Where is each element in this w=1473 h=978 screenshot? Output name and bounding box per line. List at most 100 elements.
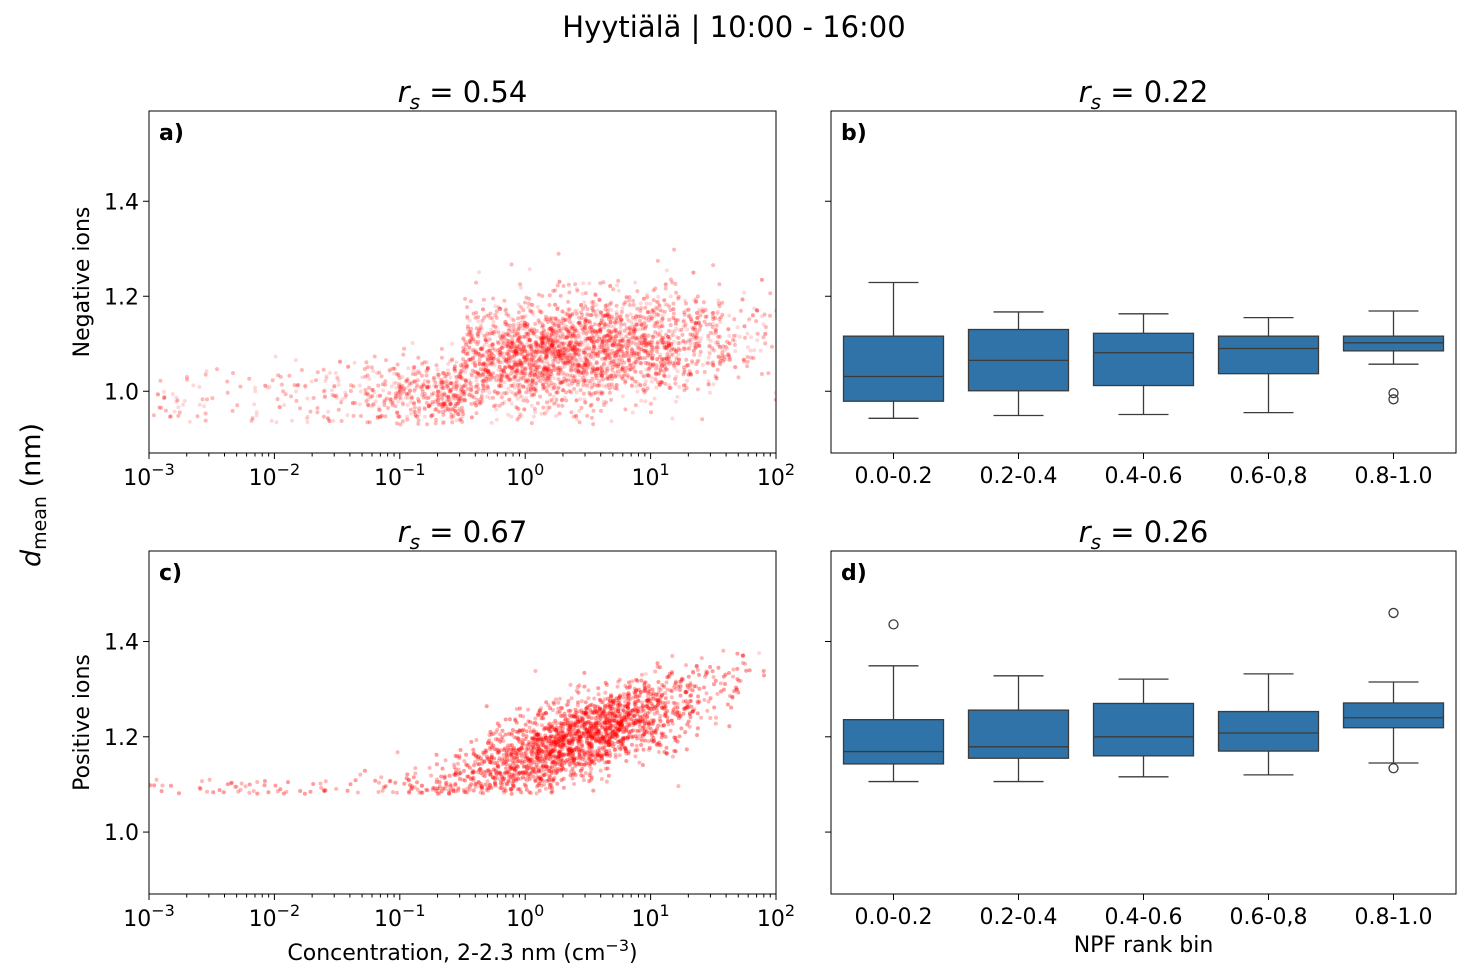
scatter-point xyxy=(577,373,582,378)
scatter-point xyxy=(588,320,593,325)
scatter-point xyxy=(533,410,537,415)
scatter-point xyxy=(577,348,582,352)
scatter-point xyxy=(534,381,539,386)
scatter-point xyxy=(290,418,294,423)
scatter-point xyxy=(529,359,534,364)
scatter-point xyxy=(303,383,308,388)
scatter-point xyxy=(497,377,502,381)
scatter-point xyxy=(522,371,527,376)
scatter-point xyxy=(497,352,502,357)
scatter-point xyxy=(667,374,671,379)
scatter-point xyxy=(711,362,716,367)
scatter-point xyxy=(324,374,329,379)
scatter-point xyxy=(570,358,575,363)
scatter-point xyxy=(638,301,643,306)
scatter-point xyxy=(644,341,649,346)
scatter-point xyxy=(432,375,437,380)
scatter-point xyxy=(660,318,665,322)
scatter-point xyxy=(616,342,621,347)
scatter-point xyxy=(658,360,663,365)
scatter-point xyxy=(546,351,551,356)
scatter-point xyxy=(566,359,571,364)
scatter-point xyxy=(638,338,642,343)
scatter-point xyxy=(479,400,483,405)
scatter-point xyxy=(603,307,608,312)
scatter-point xyxy=(581,328,586,333)
scatter-point xyxy=(547,349,552,354)
scatter-point xyxy=(582,363,587,367)
scatter-point xyxy=(619,361,623,366)
scatter-point xyxy=(438,390,443,395)
scatter-point xyxy=(642,348,647,353)
scatter-point xyxy=(491,356,496,361)
scatter-point xyxy=(466,332,471,337)
scatter-point xyxy=(539,330,544,335)
scatter-point xyxy=(380,382,385,387)
scatter-point xyxy=(605,324,610,329)
scatter-point xyxy=(487,361,492,366)
scatter-point xyxy=(585,359,590,363)
scatter-point xyxy=(335,376,340,381)
scatter-point xyxy=(469,392,474,397)
scatter-point xyxy=(535,304,540,309)
scatter-point xyxy=(405,414,410,419)
scatter-point xyxy=(530,380,535,385)
scatter-point xyxy=(675,394,680,399)
scatter-point xyxy=(562,395,567,400)
scatter-point xyxy=(528,370,533,375)
scatter-point xyxy=(631,323,636,328)
scatter-point xyxy=(517,382,522,387)
scatter-point xyxy=(506,378,511,382)
scatter-point xyxy=(631,329,636,334)
scatter-point xyxy=(553,341,558,346)
scatter-point xyxy=(574,378,579,383)
scatter-point xyxy=(364,399,369,404)
scatter-point xyxy=(515,383,520,388)
scatter-point xyxy=(572,348,577,353)
scatter-point xyxy=(416,368,421,373)
scatter-point xyxy=(707,344,712,349)
scatter-point xyxy=(480,318,485,323)
scatter-point xyxy=(522,344,527,349)
scatter-point xyxy=(636,314,641,319)
scatter-point xyxy=(609,316,614,321)
scatter-point xyxy=(558,348,563,353)
scatter-point xyxy=(613,338,618,343)
scatter-point xyxy=(593,292,598,297)
scatter-point xyxy=(518,282,523,287)
scatter-point xyxy=(540,370,545,375)
scatter-point xyxy=(479,327,484,331)
scatter-point xyxy=(445,384,450,389)
scatter-point xyxy=(488,311,493,316)
scatter-point xyxy=(555,386,560,391)
scatter-point xyxy=(605,374,610,379)
scatter-point xyxy=(518,320,523,325)
scatter-point xyxy=(368,395,373,400)
scatter-point xyxy=(629,320,634,325)
scatter-point xyxy=(463,359,468,364)
scatter-point xyxy=(662,362,667,367)
scatter-point xyxy=(643,333,648,338)
scatter-point xyxy=(575,288,580,293)
scatter-point xyxy=(486,371,491,376)
scatter-point xyxy=(404,385,409,390)
scatter-point xyxy=(545,331,550,336)
scatter-point xyxy=(493,304,498,309)
scatter-point xyxy=(529,356,534,361)
scatter-point xyxy=(175,398,180,403)
scatter-point xyxy=(727,313,732,318)
scatter-point xyxy=(711,314,716,319)
scatter-point xyxy=(477,355,482,360)
scatter-point xyxy=(677,328,682,333)
scatter-point xyxy=(595,367,600,372)
scatter-point xyxy=(714,330,718,335)
scatter-point xyxy=(467,345,472,350)
scatter-point xyxy=(604,364,609,369)
scatter-point xyxy=(422,407,427,411)
scatter-point xyxy=(635,289,640,294)
scatter-point xyxy=(546,346,551,351)
scatter-point xyxy=(584,331,589,336)
scatter-point xyxy=(614,327,618,332)
scatter-point xyxy=(400,375,405,379)
scatter-point xyxy=(551,321,556,326)
